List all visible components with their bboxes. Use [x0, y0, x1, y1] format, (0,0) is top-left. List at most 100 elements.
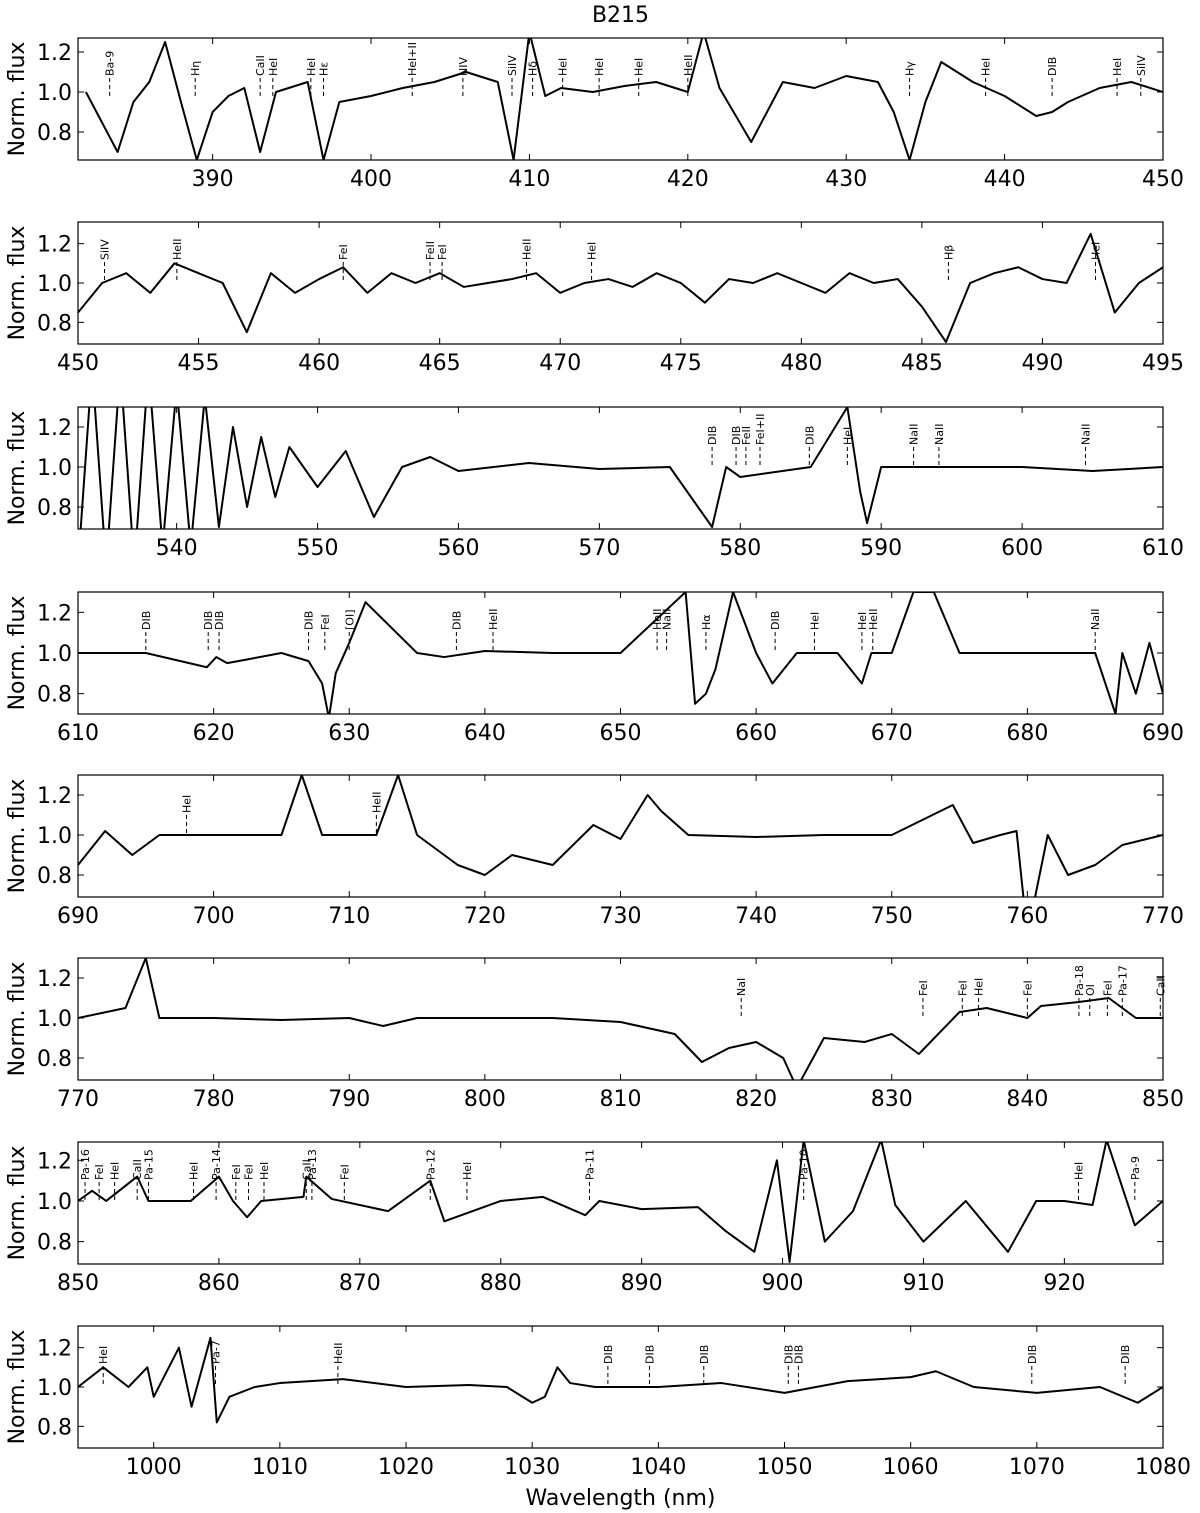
annotation-label: Pa-13	[306, 1149, 319, 1180]
annotation-label: CaII	[300, 1159, 313, 1180]
y-tick-label: 0.8	[37, 1231, 72, 1256]
y-tick-label: 1.2	[37, 601, 72, 626]
x-tick-label: 1010	[252, 1455, 308, 1480]
annotation-label: Hα	[700, 614, 713, 630]
annotation-label: Pa-15	[142, 1149, 155, 1180]
annotation-label: HeI	[593, 58, 606, 76]
x-tick-label: 750	[871, 904, 913, 929]
spectrum-line	[78, 958, 1163, 1080]
spectrum-line	[78, 1142, 1163, 1263]
annotation-label: Hδ	[527, 61, 540, 76]
annotation-label: HeI	[181, 795, 194, 813]
y-tick-label: 0.8	[37, 864, 72, 889]
annotation-label: HeI	[841, 427, 854, 445]
x-tick-label: 630	[328, 721, 370, 746]
annotation-label: FeI	[436, 244, 449, 260]
spectrum-line	[78, 775, 1163, 897]
annotation-label: HeI	[1072, 1162, 1085, 1180]
x-tick-label: 910	[902, 1271, 944, 1296]
x-tick-label: 495	[1142, 351, 1184, 376]
y-tick-label: 1.2	[37, 416, 72, 441]
y-tick-label: 0.8	[37, 1415, 72, 1440]
y-tick-label: 0.8	[37, 311, 72, 336]
annotation-label: HeI	[633, 58, 646, 76]
x-tick-label: 600	[1001, 536, 1043, 561]
annotation-label: NaII	[1080, 424, 1093, 445]
y-tick-label: 1.2	[37, 1149, 72, 1174]
x-tick-label: 450	[57, 351, 99, 376]
spectrum-line	[79, 407, 1163, 529]
x-tick-label: 480	[780, 351, 822, 376]
annotation-label: FeII	[740, 426, 753, 445]
x-tick-label: 740	[735, 904, 777, 929]
annotation-label: HeI	[586, 242, 599, 260]
y-tick-label: 1.0	[37, 642, 72, 667]
x-tick-label: 490	[1021, 351, 1063, 376]
x-tick-label: 830	[871, 1087, 913, 1112]
x-tick-label: 610	[57, 721, 99, 746]
annotation-label: NaI	[735, 978, 748, 996]
annotation-label: Pa-18	[1073, 965, 1086, 996]
annotation-label: Pa-12	[424, 1149, 437, 1180]
x-tick-label: 610	[1142, 536, 1184, 561]
annotation-label: CaII	[1154, 975, 1167, 996]
x-tick-label: 770	[57, 1087, 99, 1112]
annotation-label: HeI	[557, 58, 570, 76]
annotation-label: FeI	[319, 614, 332, 630]
x-tick-label: 1030	[504, 1455, 560, 1480]
x-tick-label: 810	[600, 1087, 642, 1112]
annotation-label: HeI	[97, 1346, 110, 1364]
annotation-label: Ba-9	[104, 51, 117, 76]
x-tick-label: 880	[480, 1271, 522, 1296]
annotation-label: HeII	[867, 608, 880, 630]
annotation-label: Pa-9	[1129, 1156, 1142, 1180]
x-tick-label: 690	[1142, 721, 1184, 746]
x-tick-label: 920	[1043, 1271, 1085, 1296]
annotation-label: DIB	[1119, 1345, 1132, 1364]
annotation-label: Hε	[318, 62, 331, 76]
y-tick-label: 0.8	[37, 496, 72, 521]
axes-frame	[77, 406, 1164, 530]
x-tick-label: 730	[600, 904, 642, 929]
x-tick-label: 640	[464, 721, 506, 746]
x-tick-label: 760	[1006, 904, 1048, 929]
y-tick-label: 1.0	[37, 1376, 72, 1401]
annotation-label: FeI	[337, 244, 350, 260]
x-tick-label: 850	[1142, 1087, 1184, 1112]
annotation-label: DIB	[698, 1345, 711, 1364]
annotation-label: DIB	[644, 1345, 657, 1364]
annotation-label: DIB	[769, 611, 782, 630]
axes-frame	[77, 37, 1164, 161]
annotation-label: FeI	[956, 980, 969, 996]
x-tick-label: 1050	[757, 1455, 813, 1480]
x-tick-label: 800	[464, 1087, 506, 1112]
annotation-label: DIB	[792, 1345, 805, 1364]
annotation-label: NaII	[933, 424, 946, 445]
y-tick-label: 1.0	[37, 81, 72, 106]
x-tick-label: 440	[984, 167, 1026, 192]
x-tick-label: 720	[464, 904, 506, 929]
y-axis-label: Norm. flux	[5, 226, 30, 341]
x-tick-label: 485	[901, 351, 943, 376]
x-tick-label: 860	[198, 1271, 240, 1296]
annotation-label: FeII	[424, 241, 437, 260]
spectrum-line	[85, 38, 1163, 160]
annotation-label: CaII	[131, 1159, 144, 1180]
x-tick-label: 1040	[630, 1455, 686, 1480]
x-tick-label: 475	[660, 351, 702, 376]
x-tick-label: 1020	[378, 1455, 434, 1480]
annotation-label: DIB	[706, 426, 719, 445]
x-tick-label: 660	[735, 721, 777, 746]
annotation-label: Pa-17	[1116, 965, 1129, 996]
annotation-label: HeI	[1089, 242, 1102, 260]
x-tick-label: 840	[1006, 1087, 1048, 1112]
y-tick-label: 1.2	[37, 967, 72, 992]
x-tick-label: 570	[578, 536, 620, 561]
y-tick-label: 0.8	[37, 121, 72, 146]
x-tick-label: 540	[156, 536, 198, 561]
x-tick-label: 690	[57, 904, 99, 929]
x-tick-label: 850	[57, 1271, 99, 1296]
x-tick-label: 1080	[1135, 1455, 1191, 1480]
x-tick-label: 550	[297, 536, 339, 561]
